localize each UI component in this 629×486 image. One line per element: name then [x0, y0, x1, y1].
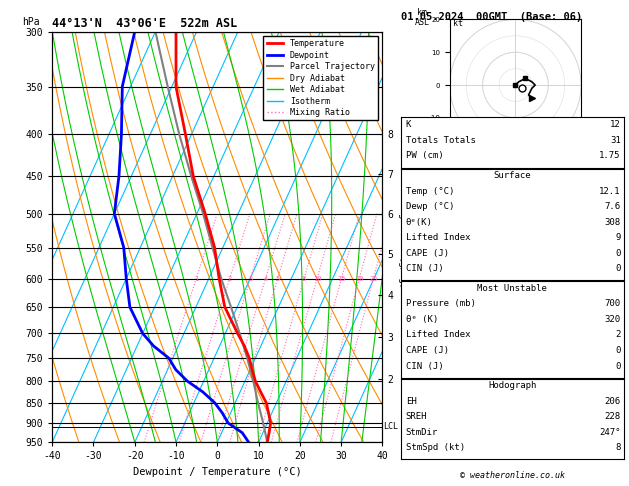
Text: K: K	[406, 120, 411, 129]
Text: θᵉ (K): θᵉ (K)	[406, 315, 438, 324]
Text: 3: 3	[248, 276, 252, 281]
Text: 8: 8	[302, 276, 306, 281]
Text: 5: 5	[276, 276, 280, 281]
Text: hPa: hPa	[23, 17, 40, 28]
Text: CIN (J): CIN (J)	[406, 264, 443, 274]
Text: kt: kt	[453, 19, 463, 28]
Text: © weatheronline.co.uk: © weatheronline.co.uk	[460, 471, 565, 480]
Text: 1: 1	[194, 276, 198, 281]
Text: CIN (J): CIN (J)	[406, 362, 443, 371]
Text: StmDir: StmDir	[406, 428, 438, 437]
Y-axis label: Mixing Ratio (g/kg): Mixing Ratio (g/kg)	[398, 186, 407, 288]
Text: Surface: Surface	[494, 171, 531, 180]
Text: 44°13'N  43°06'E  522m ASL: 44°13'N 43°06'E 522m ASL	[52, 17, 238, 31]
Text: 15: 15	[337, 276, 346, 281]
Text: SREH: SREH	[406, 412, 427, 421]
Text: 0: 0	[615, 249, 621, 258]
Text: 7.6: 7.6	[604, 202, 621, 211]
Text: Pressure (mb): Pressure (mb)	[406, 299, 476, 309]
Text: 2: 2	[615, 330, 621, 340]
Text: LCL: LCL	[383, 422, 398, 432]
Text: km
ASL: km ASL	[415, 8, 430, 28]
Text: 0: 0	[615, 264, 621, 274]
Text: EH: EH	[406, 397, 416, 406]
X-axis label: Dewpoint / Temperature (°C): Dewpoint / Temperature (°C)	[133, 467, 302, 477]
Text: 0: 0	[615, 362, 621, 371]
Text: CAPE (J): CAPE (J)	[406, 346, 448, 355]
Text: 01.05.2024  00GMT  (Base: 06): 01.05.2024 00GMT (Base: 06)	[401, 12, 582, 22]
Text: 9: 9	[615, 233, 621, 243]
Text: 700: 700	[604, 299, 621, 309]
Text: CAPE (J): CAPE (J)	[406, 249, 448, 258]
Text: 320: 320	[604, 315, 621, 324]
Text: 247°: 247°	[599, 428, 621, 437]
Text: Totals Totals: Totals Totals	[406, 136, 476, 145]
Text: 4: 4	[264, 276, 268, 281]
Text: 2: 2	[228, 276, 231, 281]
Text: Dewp (°C): Dewp (°C)	[406, 202, 454, 211]
Text: 25: 25	[369, 276, 377, 281]
Text: 12.1: 12.1	[599, 187, 621, 196]
Text: 31: 31	[610, 136, 621, 145]
Text: 228: 228	[604, 412, 621, 421]
Text: 308: 308	[604, 218, 621, 227]
Text: 1.75: 1.75	[599, 151, 621, 160]
Text: Hodograph: Hodograph	[488, 381, 537, 390]
Text: 10: 10	[313, 276, 321, 281]
Text: 206: 206	[604, 397, 621, 406]
Text: PW (cm): PW (cm)	[406, 151, 443, 160]
Text: 8: 8	[615, 443, 621, 452]
Text: Lifted Index: Lifted Index	[406, 330, 470, 340]
Text: 20: 20	[355, 276, 364, 281]
Text: Lifted Index: Lifted Index	[406, 233, 470, 243]
Text: 0: 0	[615, 346, 621, 355]
Text: StmSpd (kt): StmSpd (kt)	[406, 443, 465, 452]
Text: 12: 12	[610, 120, 621, 129]
Text: Temp (°C): Temp (°C)	[406, 187, 454, 196]
Text: Most Unstable: Most Unstable	[477, 284, 547, 293]
Legend: Temperature, Dewpoint, Parcel Trajectory, Dry Adiabat, Wet Adiabat, Isotherm, Mi: Temperature, Dewpoint, Parcel Trajectory…	[264, 36, 378, 121]
Text: θᵉ(K): θᵉ(K)	[406, 218, 433, 227]
